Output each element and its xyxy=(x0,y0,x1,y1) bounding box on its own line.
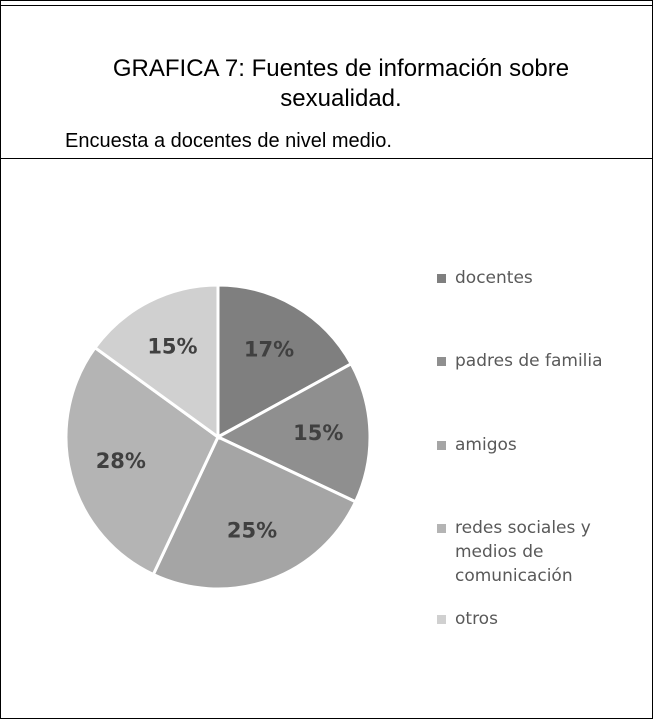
pie-slice xyxy=(216,283,354,440)
legend-item: amigos xyxy=(435,433,625,457)
legend-swatch xyxy=(437,274,446,283)
pie-slice xyxy=(92,283,220,440)
pie-slice xyxy=(64,345,220,577)
legend-item: otros xyxy=(435,607,625,631)
slice-label: 15% xyxy=(147,335,197,359)
slice-label: 15% xyxy=(293,421,343,445)
legend-item: redes sociales y medios de comunicación xyxy=(435,516,625,588)
slice-label: 25% xyxy=(227,518,277,542)
legend-swatch xyxy=(437,615,446,624)
legend-item: docentes xyxy=(435,266,625,290)
legend-label: redes sociales y medios de comunicación xyxy=(455,518,591,586)
chart-title: GRAFICA 7: Fuentes de información sobre … xyxy=(112,55,570,112)
slice-label: 28% xyxy=(96,449,146,473)
legend-label: otros xyxy=(455,609,498,629)
legend-label: docentes xyxy=(455,268,533,288)
pie-slice xyxy=(151,435,358,591)
legend-swatch xyxy=(437,357,446,366)
pie-slice xyxy=(214,361,372,504)
legend-swatch xyxy=(437,441,446,450)
legend-label: padres de familia xyxy=(455,351,603,371)
legend-label: amigos xyxy=(455,435,517,455)
legend-item: padres de familia xyxy=(435,349,625,373)
chart-subtitle: Encuesta a docentes de nivel medio. xyxy=(65,130,392,152)
slice-label: 17% xyxy=(244,338,294,362)
legend-swatch xyxy=(437,524,446,533)
title-box: GRAFICA 7: Fuentes de información sobre … xyxy=(1,5,652,159)
